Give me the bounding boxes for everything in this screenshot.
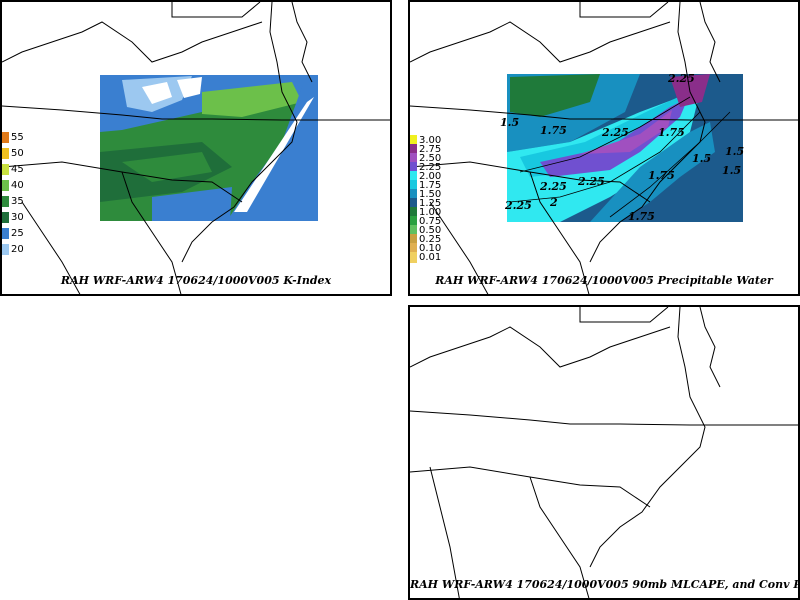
legend-label: 1.25	[419, 198, 442, 209]
legend-label: 45	[11, 164, 24, 175]
mlcape-map	[410, 307, 798, 598]
legend-label: 50	[11, 148, 24, 159]
legend-label: 2.00	[419, 171, 442, 182]
contour-label: 1.5	[725, 145, 744, 158]
legend-label: 0.50	[419, 225, 442, 236]
legend-swatch	[2, 164, 9, 175]
legend-swatch	[410, 252, 417, 263]
legend-swatch	[2, 132, 9, 143]
contour-label: 2.25	[601, 126, 629, 139]
legend-label: 55	[11, 132, 24, 143]
legend-label: 25	[11, 228, 24, 239]
legend-swatch	[410, 225, 417, 236]
precipitable-water-boundaries	[410, 2, 798, 294]
legend-label: 0.01	[419, 252, 442, 263]
legend-swatch	[410, 216, 417, 227]
precipitable-water-map: 2.25 2.25 2.25 2 2.25 1.75 1.75 1.75 1.5…	[410, 2, 798, 294]
k-index-map	[2, 2, 390, 294]
contour-label: 2.25	[667, 72, 695, 85]
legend-label: 35	[11, 196, 24, 207]
legend-label: 2.25	[419, 162, 442, 173]
legend-label: 20	[11, 244, 24, 255]
legend-swatch	[410, 135, 417, 146]
mlcape-boundaries	[410, 307, 798, 598]
legend-swatch	[410, 180, 417, 191]
contour-label: 1.5	[500, 116, 519, 129]
legend-swatch	[410, 162, 417, 173]
contour-label: 1.5	[722, 164, 741, 177]
precipitable-water-field	[507, 74, 743, 222]
contour-label: 1.75	[658, 126, 685, 139]
legend-swatch	[2, 196, 9, 207]
k-index-caption: RAH WRF-ARW4 170624/1000V005 K-Index	[60, 274, 332, 287]
legend-label: 0.75	[419, 216, 442, 227]
contour-label: 1.5	[692, 152, 711, 165]
legend-label: 0.10	[419, 243, 442, 254]
legend-label: 1.75	[419, 180, 442, 191]
legend-swatch	[410, 234, 417, 245]
legend-swatch	[2, 180, 9, 191]
contour-label: 1.75	[628, 210, 655, 223]
precipitable-water-contours	[509, 96, 731, 218]
precipitable-water-caption: RAH WRF-ARW4 170624/1000V005 Precipitabl…	[435, 274, 773, 287]
contour-label: 2.25	[539, 180, 567, 193]
legend-label: 1.50	[419, 189, 442, 200]
legend-label: 2.50	[419, 153, 442, 164]
mlcape-panel: RAH WRF-ARW4 170624/1000V005 90mb MLCAPE…	[408, 305, 800, 600]
precipitable-water-contour-labels: 2.25 2.25 2.25 2 2.25 1.75 1.75 1.75 1.5…	[500, 72, 744, 223]
legend-label: 1.00	[419, 207, 442, 218]
legend-swatch	[410, 207, 417, 218]
mlcape-caption: RAH WRF-ARW4 170624/1000V005 90mb MLCAPE…	[410, 578, 800, 591]
legend-swatch	[410, 243, 417, 254]
contour-label: 2.25	[577, 175, 605, 188]
k-index-panel: 55 50 45 40 35 30 25 20 RAH WRF-ARW4 170…	[0, 0, 392, 296]
contour-label: 1.75	[540, 124, 567, 137]
k-index-boundaries	[2, 2, 390, 294]
legend-swatch	[410, 198, 417, 209]
contour-label: 1.75	[648, 169, 675, 182]
contour-label: 2	[549, 196, 558, 209]
legend-swatch	[410, 189, 417, 200]
legend-swatch	[2, 148, 9, 159]
legend-swatch	[410, 153, 417, 164]
legend-swatch	[410, 171, 417, 182]
legend-label: 30	[11, 212, 24, 223]
contour-label: 2.25	[504, 199, 532, 212]
legend-swatch	[410, 144, 417, 155]
legend-label: 40	[11, 180, 24, 191]
legend-swatch	[2, 244, 9, 255]
k-index-field	[100, 75, 318, 221]
legend-label: 2.75	[419, 144, 442, 155]
legend-label: 3.00	[419, 135, 442, 146]
legend-swatch	[2, 228, 9, 239]
legend-swatch	[2, 212, 9, 223]
precipitable-water-panel: 2.25 2.25 2.25 2 2.25 1.75 1.75 1.75 1.5…	[408, 0, 800, 296]
legend-label: 0.25	[419, 234, 442, 245]
